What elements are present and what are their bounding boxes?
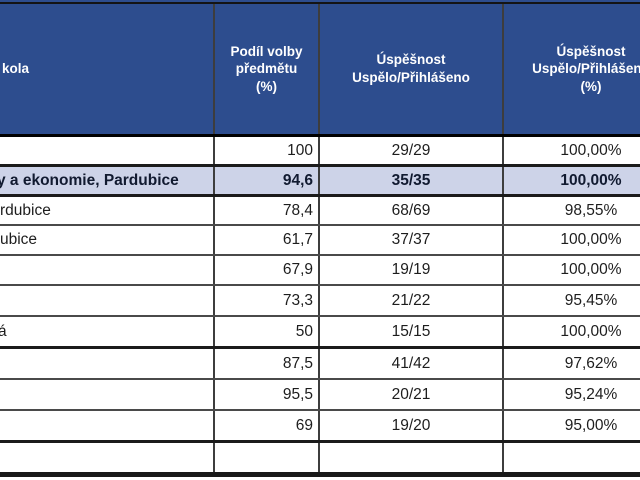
school-cell bbox=[0, 443, 215, 472]
school-cell bbox=[0, 411, 215, 440]
ratio-cell: 29/29 bbox=[320, 137, 504, 164]
table-row: ubice 61,7 37/37 100,00% bbox=[0, 226, 640, 256]
ratio-cell: 19/20 bbox=[320, 411, 504, 440]
table-row: á 50 15/15 100,00% bbox=[0, 317, 640, 349]
ratio-cell: 20/21 bbox=[320, 380, 504, 409]
school-cell: rdubice bbox=[0, 197, 215, 224]
school-name-fragment: y a ekonomie, Pardubice bbox=[0, 171, 179, 189]
column-header-uspesnost-pct: Úspěšnost Uspělo/Přihlášeno (%) bbox=[532, 43, 640, 94]
pct-cell: 100,00% bbox=[560, 261, 622, 278]
school-name-fragment: á bbox=[0, 322, 7, 340]
podil-cell: 94,6 bbox=[215, 167, 320, 194]
pct-cell: 95,24% bbox=[564, 385, 618, 403]
pct-cell: 98,55% bbox=[564, 201, 618, 219]
table-row-empty bbox=[0, 443, 640, 477]
table-row: 73,3 21/22 95,45% bbox=[0, 286, 640, 317]
podil-cell: 67,9 bbox=[215, 256, 320, 284]
table-row: 95,5 20/21 95,24% bbox=[0, 380, 640, 411]
table-row-highlighted: y a ekonomie, Pardubice 94,6 35/35 100,0… bbox=[0, 167, 640, 197]
school-cell bbox=[0, 380, 215, 409]
table-row: 87,5 41/42 97,62% bbox=[0, 349, 640, 380]
school-cell bbox=[0, 137, 215, 164]
podil-cell: 61,7 bbox=[215, 226, 320, 254]
ratio-cell: 15/15 bbox=[320, 317, 504, 346]
podil-cell: 73,3 bbox=[215, 286, 320, 315]
clipped-row-above-strip bbox=[0, 0, 640, 2]
ratio-cell: 35/35 bbox=[320, 167, 504, 194]
school-cell: y a ekonomie, Pardubice bbox=[0, 167, 215, 194]
podil-cell: 100 bbox=[215, 137, 320, 164]
pct-cell: 100,00% bbox=[560, 322, 622, 340]
podil-cell: 87,5 bbox=[215, 349, 320, 378]
pct-cell: 95,45% bbox=[564, 291, 618, 309]
pct-cell: 100,00% bbox=[560, 231, 622, 248]
table-row: rdubice 78,4 68/69 98,55% bbox=[0, 197, 640, 226]
school-name-fragment: ubice bbox=[0, 231, 38, 248]
school-cell bbox=[0, 349, 215, 378]
podil-cell: 78,4 bbox=[215, 197, 320, 224]
school-cell bbox=[0, 256, 215, 284]
podil-cell: 50 bbox=[215, 317, 320, 346]
ratio-cell: 37/37 bbox=[320, 226, 504, 254]
column-header-podil-volby: Podíl volby předmětu (%) bbox=[215, 4, 320, 134]
podil-cell: 95,5 bbox=[215, 380, 320, 409]
pct-cell bbox=[504, 443, 640, 472]
column-header-uspesnost-ratio: Úspěšnost Uspělo/Přihlášeno bbox=[320, 4, 504, 134]
pct-cell: 100,00% bbox=[560, 171, 622, 189]
table-row: 67,9 19/19 100,00% bbox=[0, 256, 640, 286]
pct-cell: 95,00% bbox=[564, 416, 618, 434]
column-header-school: kola bbox=[0, 4, 215, 134]
ratio-cell: 68/69 bbox=[320, 197, 504, 224]
table-row: 100 29/29 100,00% bbox=[0, 137, 640, 167]
podil-cell: 69 bbox=[215, 411, 320, 440]
table-header-row: kola Podíl volby předmětu (%) Úspěšnost … bbox=[0, 2, 640, 137]
school-name-fragment: rdubice bbox=[0, 201, 51, 219]
ratio-cell bbox=[320, 443, 504, 472]
school-cell: ubice bbox=[0, 226, 215, 254]
ratio-cell: 41/42 bbox=[320, 349, 504, 378]
pct-cell: 97,62% bbox=[564, 354, 618, 372]
table-row: 69 19/20 95,00% bbox=[0, 411, 640, 443]
ratio-cell: 21/22 bbox=[320, 286, 504, 315]
ratio-cell: 19/19 bbox=[320, 256, 504, 284]
podil-cell bbox=[215, 443, 320, 472]
school-cell: á bbox=[0, 317, 215, 346]
pct-cell: 100,00% bbox=[560, 141, 622, 159]
school-cell bbox=[0, 286, 215, 315]
